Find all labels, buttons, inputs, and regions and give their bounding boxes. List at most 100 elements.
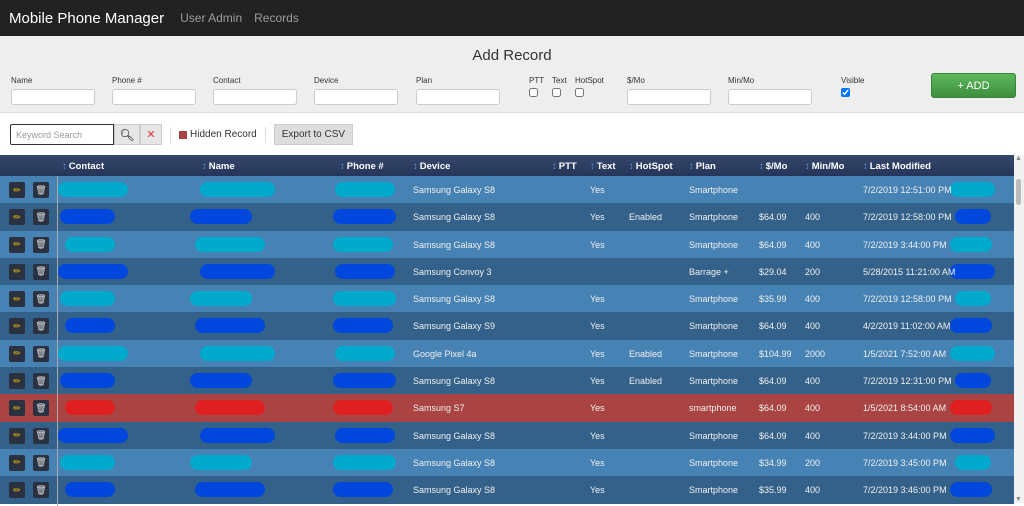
- edit-button[interactable]: ✏: [9, 263, 25, 280]
- column-header-hotspot[interactable]: ↕ HotSpot: [629, 161, 673, 172]
- pencil-icon: ✏: [13, 293, 21, 304]
- edit-button[interactable]: ✏: [9, 373, 25, 390]
- cell-plan: Smartphone: [689, 485, 739, 496]
- table-row[interactable]: ✏ 🗑︎ Samsung Galaxy S9 Yes Smartphone $64.09 4…: [0, 312, 1014, 340]
- visible-checkbox[interactable]: [841, 88, 850, 97]
- column-header-contact[interactable]: ↕ Contact: [62, 161, 105, 172]
- delete-button[interactable]: 🗑︎: [33, 345, 49, 362]
- ptt-checkbox[interactable]: [529, 88, 538, 97]
- pencil-icon: ✏: [13, 375, 21, 386]
- redacted-phone: [333, 400, 393, 416]
- table-row[interactable]: ✏ 🗑︎ Samsung Galaxy S8 Yes Smartphone $34.99 2…: [0, 448, 1014, 477]
- text-checkbox[interactable]: [552, 88, 561, 97]
- plan-input[interactable]: [416, 89, 500, 105]
- table-row[interactable]: ✏ 🗑︎ Samsung Galaxy S8 Yes Smartphone 7/2/201…: [0, 176, 1014, 204]
- hotspot-checkbox[interactable]: [575, 88, 584, 97]
- phone-input[interactable]: [112, 89, 196, 105]
- table-row[interactable]: ✏ 🗑︎ Samsung Galaxy S8 Yes Smartphone $35.99 4…: [0, 285, 1014, 313]
- delete-button[interactable]: 🗑︎: [33, 236, 49, 253]
- export-csv-button[interactable]: Export to CSV: [273, 124, 354, 145]
- cell-minutes: 400: [805, 294, 821, 305]
- delete-button[interactable]: 🗑︎: [33, 209, 49, 226]
- cell-device: Samsung Galaxy S8: [413, 185, 496, 195]
- scroll-down-icon[interactable]: ▼: [1015, 496, 1022, 503]
- edit-button[interactable]: ✏: [9, 482, 25, 499]
- cell-last-modified: 1/5/2021 7:52:00 AM: [863, 348, 947, 359]
- redacted-name: [190, 373, 252, 389]
- redacted-name: [190, 454, 252, 470]
- device-input[interactable]: [314, 89, 398, 105]
- column-header-name[interactable]: ↕ Name: [202, 161, 235, 172]
- edit-button[interactable]: ✏: [9, 454, 25, 471]
- pencil-icon: ✏: [13, 484, 21, 495]
- table-row[interactable]: ✏ 🗑︎ Samsung Galaxy S8 Yes Smartphone $64.09 4…: [0, 230, 1014, 258]
- pencil-icon: ✏: [13, 239, 21, 250]
- edit-button[interactable]: ✏: [9, 345, 25, 362]
- table-row[interactable]: ✏ 🗑︎ Samsung Galaxy S8 Yes Smartphone $35.99 4…: [0, 476, 1014, 504]
- column-header-plan[interactable]: ↕ Plan: [689, 161, 716, 172]
- brand[interactable]: Mobile Phone Manager: [9, 9, 165, 27]
- edit-button[interactable]: ✏: [9, 427, 25, 444]
- cell-last-modified: 7/2/2019 12:58:00 PM: [863, 212, 952, 223]
- delete-button[interactable]: 🗑︎: [33, 318, 49, 335]
- table-row[interactable]: ✏ 🗑︎ Samsung Convoy 3 Barrage + $29.04 200 5/2…: [0, 257, 1014, 286]
- edit-button[interactable]: ✏: [9, 182, 25, 198]
- column-header-ptt[interactable]: ↕ PTT: [552, 161, 577, 172]
- delete-button[interactable]: 🗑︎: [33, 454, 49, 471]
- contact-input[interactable]: [213, 89, 297, 105]
- delete-button[interactable]: 🗑︎: [33, 400, 49, 417]
- keyword-search-input[interactable]: Keyword Search: [10, 124, 114, 145]
- delete-button[interactable]: 🗑︎: [33, 263, 49, 280]
- delete-button[interactable]: 🗑︎: [33, 482, 49, 499]
- column-header-text[interactable]: ↕ Text: [590, 161, 616, 172]
- table-row[interactable]: ✏ 🗑︎ Google Pixel 4a Yes Enabled Smartphone $1…: [0, 339, 1014, 368]
- delete-button[interactable]: 🗑︎: [33, 427, 49, 444]
- table-row[interactable]: ✏ 🗑︎ Samsung Galaxy S8 Yes Smartphone $64.09 4…: [0, 421, 1014, 449]
- redacted-contact: [60, 373, 115, 389]
- redacted-last-modified-extra: [950, 236, 992, 252]
- cell-price: $35.99: [759, 485, 787, 496]
- cell-last-modified: 7/2/2019 12:58:00 PM: [863, 294, 952, 305]
- edit-button[interactable]: ✏: [9, 400, 25, 417]
- edit-button[interactable]: ✏: [9, 209, 25, 226]
- delete-button[interactable]: 🗑︎: [33, 373, 49, 390]
- edit-button[interactable]: ✏: [9, 291, 25, 308]
- price-input[interactable]: [627, 89, 711, 105]
- edit-button[interactable]: ✏: [9, 318, 25, 335]
- redacted-phone: [333, 482, 393, 498]
- cell-text: Yes: [590, 212, 605, 223]
- sort-icon: ↕: [62, 161, 67, 172]
- nav-records[interactable]: Records: [254, 11, 299, 25]
- column-header-minutes[interactable]: ↕ Min/Mo: [805, 161, 845, 172]
- column-header-last-modified[interactable]: ↕ Last Modified: [863, 161, 931, 172]
- delete-button[interactable]: 🗑︎: [33, 182, 49, 198]
- edit-button[interactable]: ✏: [9, 236, 25, 253]
- cell-plan: Smartphone: [689, 348, 739, 359]
- column-header-phone[interactable]: ↕ Phone #: [340, 161, 384, 172]
- redacted-contact: [60, 209, 115, 225]
- nav-user-admin[interactable]: User Admin: [180, 11, 243, 25]
- cell-minutes: 400: [805, 239, 821, 250]
- table-body: ✏ 🗑︎ Samsung Galaxy S8 Yes Smartphone 7/2/201…: [0, 176, 1014, 504]
- table-row[interactable]: ✏ 🗑︎ Samsung S7 Yes smartphone $64.09 400 1/5/2…: [0, 394, 1014, 422]
- column-header-device[interactable]: ↕ Device: [413, 161, 451, 172]
- delete-button[interactable]: 🗑︎: [33, 291, 49, 308]
- column-header-price[interactable]: ↕ $/Mo: [759, 161, 788, 172]
- table-row[interactable]: ✏ 🗑︎ Samsung Galaxy S8 Yes Enabled Smartphone…: [0, 203, 1014, 231]
- minutes-input[interactable]: [728, 89, 812, 105]
- table-row[interactable]: ✏ 🗑︎ Samsung Galaxy S8 Yes Enabled Smartphone…: [0, 367, 1014, 395]
- cell-plan: Smartphone: [689, 239, 739, 250]
- scroll-up-icon[interactable]: ▲: [1015, 155, 1022, 162]
- cell-text: Yes: [590, 485, 605, 496]
- trash-icon: 🗑︎: [35, 266, 47, 277]
- add-button[interactable]: + ADD: [931, 73, 1016, 98]
- redacted-contact: [65, 318, 115, 334]
- cell-device: Samsung Galaxy S8: [413, 294, 496, 305]
- clear-search-button[interactable]: ✕: [140, 124, 162, 145]
- scrollbar[interactable]: ▲ ▼: [1014, 155, 1024, 503]
- scrollbar-thumb[interactable]: [1016, 179, 1021, 205]
- trash-icon: 🗑︎: [35, 375, 47, 386]
- search-button[interactable]: 🔍︎: [114, 124, 140, 145]
- redacted-contact: [65, 400, 115, 416]
- name-input[interactable]: [11, 89, 95, 105]
